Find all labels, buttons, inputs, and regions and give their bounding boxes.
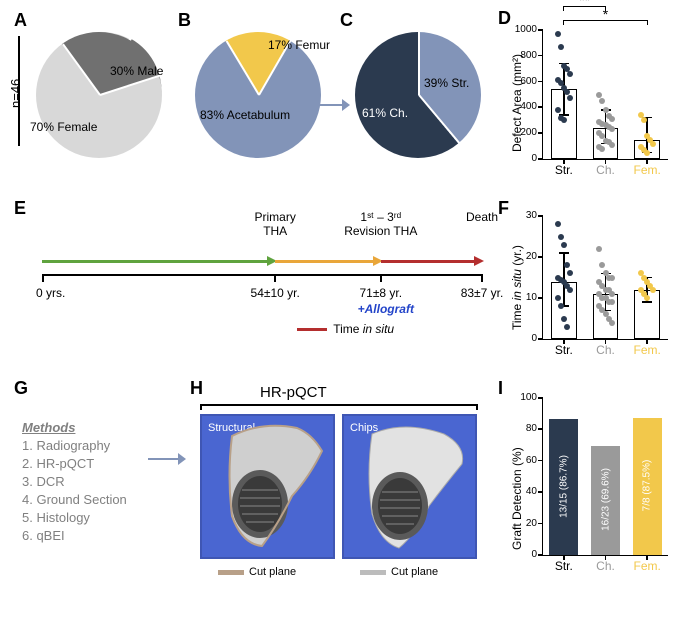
data-point: [599, 98, 605, 104]
data-point: [609, 320, 615, 326]
data-point: [596, 246, 602, 252]
chart-d: 02004006008001000Str.Ch.Fem.***: [542, 30, 668, 160]
panel-b-label: B: [178, 10, 191, 31]
data-point: [558, 234, 564, 240]
arrow-g-to-h-head: [178, 453, 186, 465]
methods-list: Methods 1. Radiography 2. HR-pQCT 3. DCR 4.…: [22, 420, 162, 546]
panel-c-label: C: [340, 10, 353, 31]
data-point: [609, 299, 615, 305]
cut-legend-right: Cut plane: [360, 566, 438, 578]
pie-b-acet-label: 83% Acetabulum: [200, 108, 290, 122]
data-point: [650, 141, 656, 147]
methods-item: 3. DCR: [22, 474, 162, 489]
chart-i: 02040608010013/15 (86.7%)Str.16/23 (69.6…: [542, 398, 668, 556]
panel-h-label: H: [190, 378, 203, 399]
panel-e-label: E: [14, 198, 26, 219]
data-point: [558, 44, 564, 50]
h-bracket-r: [476, 404, 478, 410]
data-point: [564, 324, 570, 330]
data-point: [561, 242, 567, 248]
data-point: [567, 287, 573, 293]
methods-item: 4. Ground Section: [22, 492, 162, 507]
data-point: [609, 116, 615, 122]
data-point: [558, 303, 564, 309]
data-point: [603, 107, 609, 113]
panel-f-label: F: [498, 198, 509, 219]
pie-c-str-label: 39% Str.: [424, 76, 469, 90]
panel-a-label: A: [14, 10, 27, 31]
cut-legend-left: Cut plane: [218, 566, 296, 578]
arrow-b-to-c: [318, 104, 344, 106]
timeline: 0 yrs.Primary THA54±10 yr.1ˢᵗ – 3ʳᵈ Revi…: [42, 210, 482, 330]
data-point: [596, 92, 602, 98]
h-bracket: [200, 404, 476, 406]
panel-d-label: D: [498, 8, 511, 29]
data-point: [564, 89, 570, 95]
methods-item: 1. Radiography: [22, 438, 162, 453]
data-point: [555, 107, 561, 113]
data-point: [555, 31, 561, 37]
panel-g-label: G: [14, 378, 28, 399]
methods-item: 2. HR-pQCT: [22, 456, 162, 471]
data-point: [555, 295, 561, 301]
data-point: [609, 291, 615, 297]
data-point: [561, 316, 567, 322]
panel-h-title: HR-pQCT: [260, 384, 327, 401]
data-point: [609, 142, 615, 148]
cut-label-left: Cut plane: [249, 566, 296, 578]
data-point: [599, 262, 605, 268]
data-point: [564, 262, 570, 268]
methods-item: 5. Histology: [22, 510, 162, 525]
pie-a-cg: [36, 32, 162, 158]
cut-swatch-right: [360, 570, 386, 575]
panel-i-label: I: [498, 378, 503, 399]
pie-c-ch-label: 61% Ch.: [362, 106, 408, 120]
data-point: [567, 71, 573, 77]
hrpqct-right: Chips: [342, 414, 477, 559]
chart-f: 0102030Str.Ch.Fem.: [542, 216, 668, 340]
cut-swatch-left: [218, 570, 244, 575]
h-bracket-l: [200, 404, 202, 410]
data-point: [555, 221, 561, 227]
methods-title: Methods: [22, 420, 162, 435]
methods-item: 6. qBEI: [22, 528, 162, 543]
n46-label: n=46: [8, 79, 23, 108]
pie-a-male-label: 30% Male: [110, 64, 163, 78]
arrow-g-to-h: [148, 458, 180, 460]
data-point: [609, 275, 615, 281]
hrpqct-left: Structural: [200, 414, 335, 559]
arrow-b-to-c-head: [342, 99, 350, 111]
pie-c-gap: [355, 32, 481, 158]
pie-a-female-label: 70% Female: [30, 120, 97, 134]
cut-label-right: Cut plane: [391, 566, 438, 578]
data-point: [644, 150, 650, 156]
data-point: [567, 270, 573, 276]
pie-b-femur-label: 17% Femur: [268, 38, 330, 52]
